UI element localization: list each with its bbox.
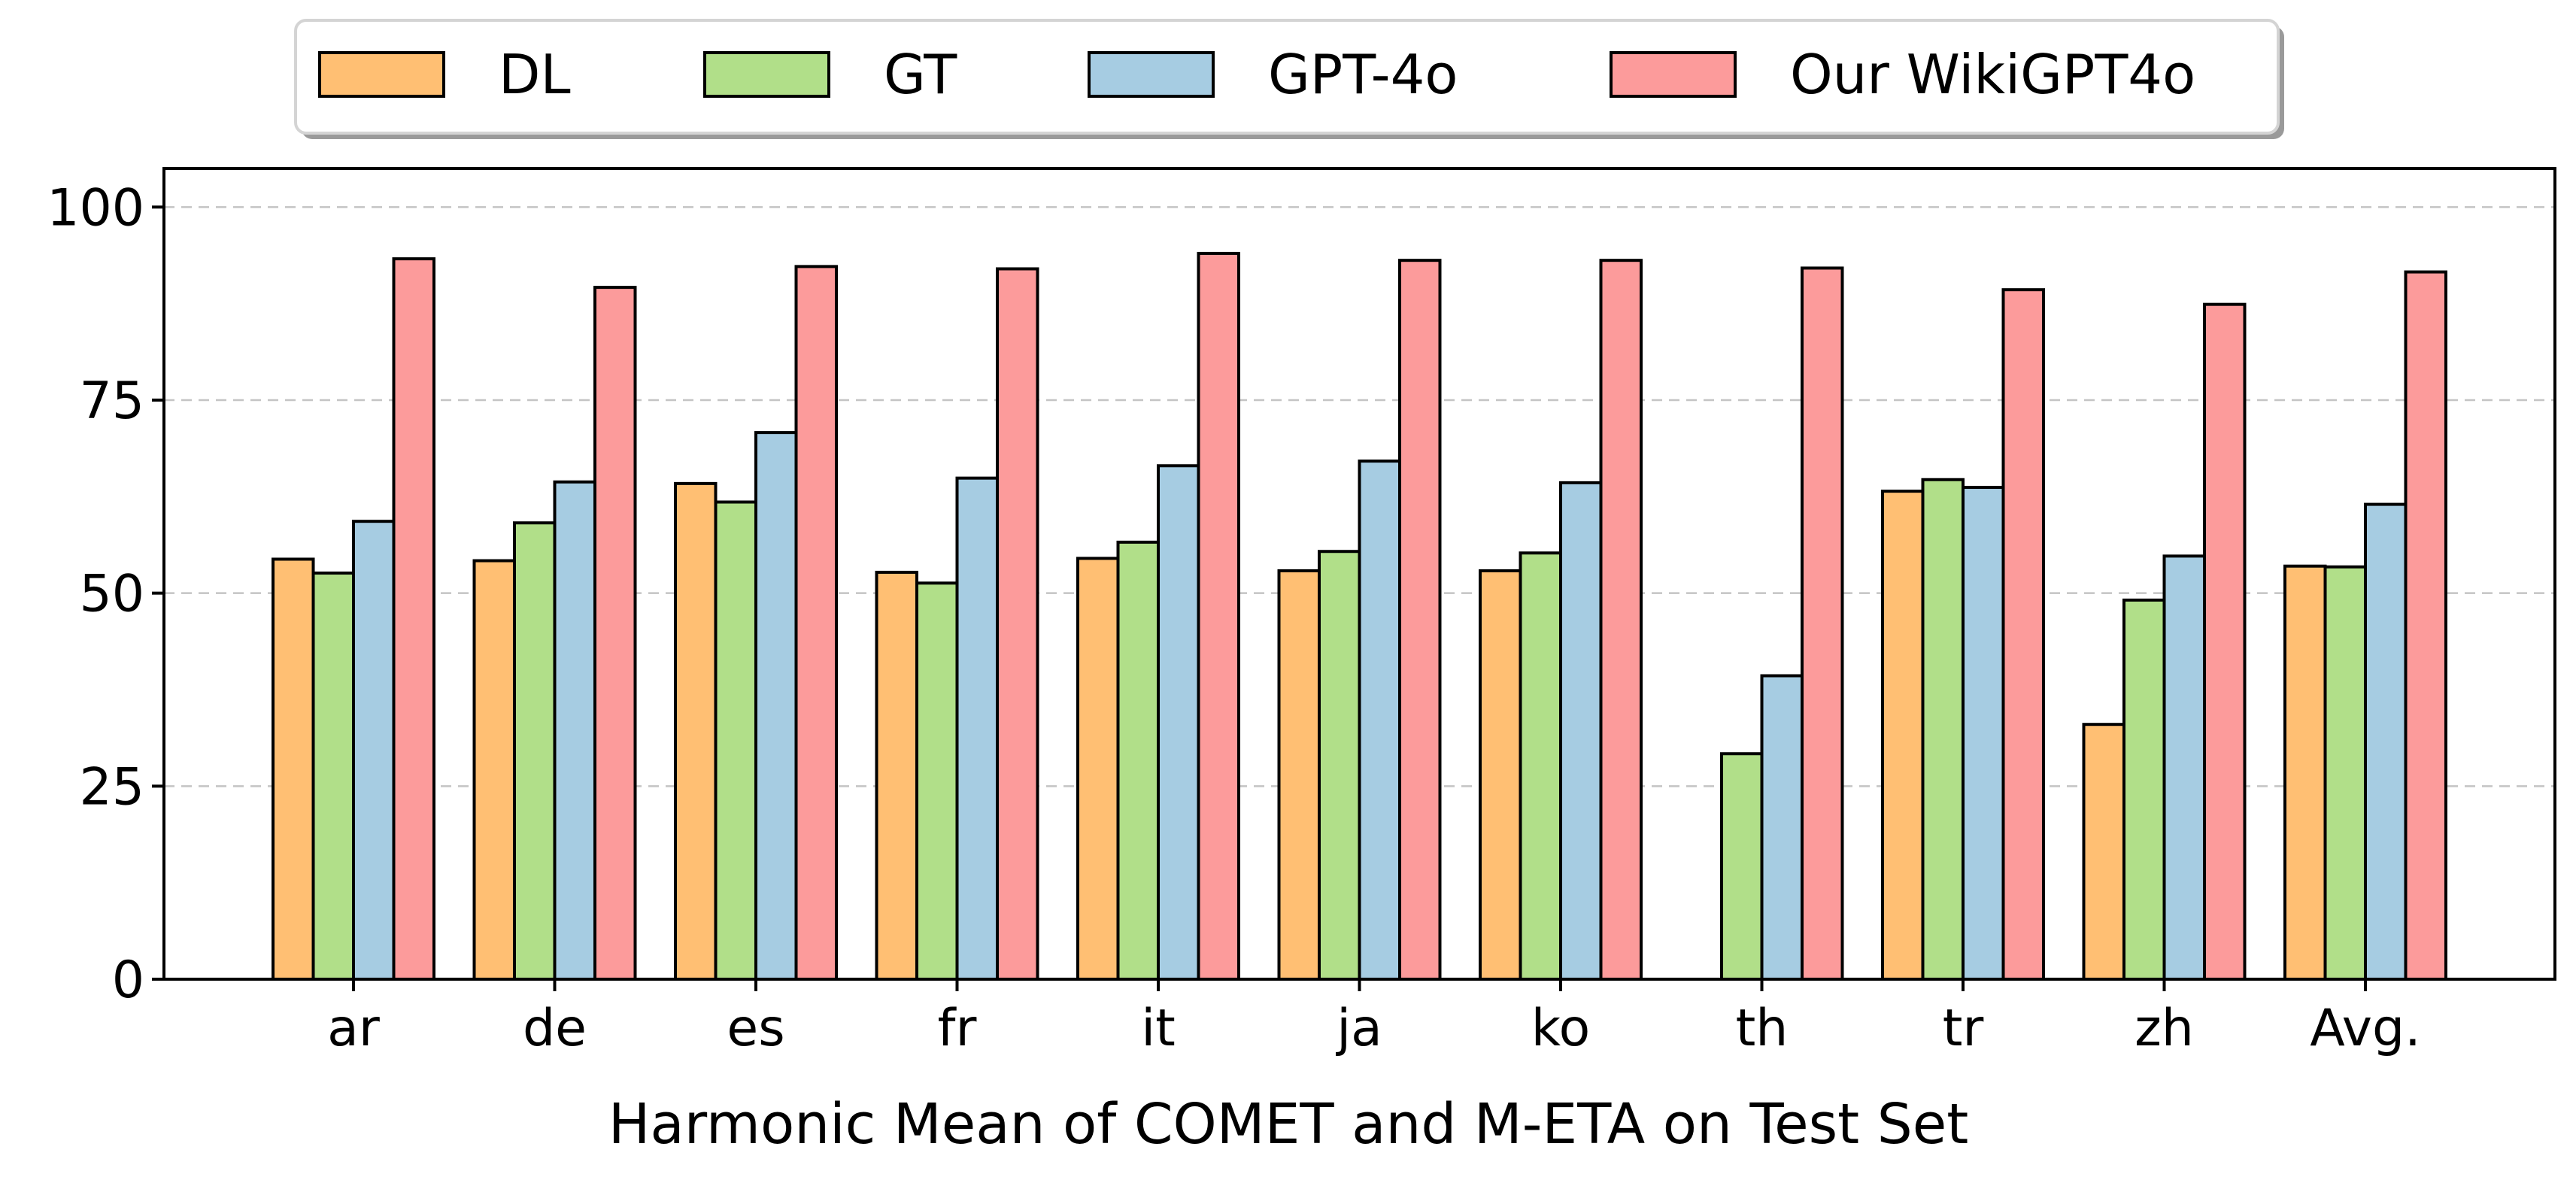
bar-gt-ko — [1519, 551, 1562, 981]
legend-frame — [294, 19, 2280, 135]
bar-gpt-4o-ko — [1559, 481, 1603, 981]
bar-our-wikigpt4o-fr — [996, 267, 1039, 981]
y-tick-label: 50 — [79, 565, 144, 624]
x-tick-label: es — [727, 999, 784, 1058]
x-tick-label: de — [523, 999, 587, 1058]
bar-gt-es — [714, 500, 757, 981]
bar-our-wikigpt4o-it — [1197, 251, 1240, 981]
legend-label: GT — [884, 43, 957, 106]
x-axis: ar de es fr it ja ko th tr zh Avg. — [327, 979, 2421, 1058]
legend-label: Our WikiGPT4o — [1790, 43, 2195, 106]
bar-dl-it — [1076, 557, 1120, 981]
x-tick-label: it — [1141, 999, 1176, 1058]
bar-dl-ja — [1277, 569, 1321, 981]
bar-dl-ar — [272, 557, 315, 981]
x-tick-label: ko — [1531, 999, 1591, 1058]
bar-gpt-4o-es — [754, 431, 798, 981]
legend-swatch — [1088, 51, 1215, 98]
bar-our-wikigpt4o-tr — [2001, 288, 2045, 981]
bar-our-wikigpt4o-ar — [392, 257, 435, 981]
x-tick-label: tr — [1943, 999, 1984, 1058]
bar-our-wikigpt4o-es — [794, 265, 838, 981]
legend-swatch — [703, 51, 830, 98]
y-tick-label: 75 — [79, 372, 144, 431]
legend-item: Our WikiGPT4o — [1610, 43, 2195, 106]
bar-dl-ko — [1479, 569, 1522, 981]
bar-dl-de — [472, 559, 516, 981]
bar-gpt-4o-avg — [2364, 502, 2408, 981]
x-tick-label: th — [1736, 999, 1789, 1058]
bar-gt-ja — [1318, 550, 1361, 981]
bar-dl-avg — [2283, 564, 2327, 981]
bar-gpt-4o-th — [1760, 674, 1804, 981]
bar-our-wikigpt4o-ko — [1599, 259, 1643, 981]
bar-our-wikigpt4o-avg — [2404, 270, 2447, 981]
bar-gt-fr — [915, 581, 959, 981]
bar-our-wikigpt4o-zh — [2203, 302, 2247, 981]
bar-gt-tr — [1921, 478, 1965, 981]
legend: DL GT GPT-4o Our WikiGPT4o — [294, 19, 2284, 139]
bar-gpt-4o-ja — [1358, 460, 1401, 981]
bar-dl-fr — [875, 570, 918, 981]
bar-gt-th — [1720, 752, 1764, 981]
y-tick-label: 100 — [47, 178, 144, 238]
legend-item: GT — [703, 43, 957, 106]
bar-gpt-4o-zh — [2162, 554, 2206, 981]
x-tick-label: ja — [1335, 999, 1382, 1058]
x-tick-label: zh — [2135, 999, 2194, 1058]
legend-swatch — [1610, 51, 1737, 98]
x-tick-label: Avg. — [2310, 999, 2421, 1058]
bar-gpt-4o-ar — [352, 520, 396, 981]
bar-gt-ar — [311, 571, 355, 981]
bar-gt-zh — [2122, 598, 2166, 981]
y-axis: 0 25 50 75 100 — [47, 178, 164, 1010]
bars — [272, 251, 2447, 981]
bar-gt-de — [513, 521, 557, 981]
legend-label: DL — [499, 43, 571, 106]
bar-dl-es — [674, 481, 718, 981]
legend-swatch — [318, 51, 445, 98]
bar-our-wikigpt4o-ja — [1398, 259, 1442, 981]
bar-dl-zh — [2082, 723, 2125, 981]
x-axis-label: Harmonic Mean of COMET and M-ETA on Test… — [608, 1092, 1968, 1157]
bar-our-wikigpt4o-th — [1801, 266, 1844, 981]
y-tick-label: 0 — [112, 951, 144, 1010]
bar-gt-avg — [2323, 565, 2367, 981]
bar-gt-it — [1116, 540, 1160, 981]
legend-label: GPT-4o — [1268, 43, 1458, 106]
bar-gpt-4o-it — [1157, 464, 1200, 981]
legend-item: DL — [318, 43, 571, 106]
bar-gpt-4o-tr — [1962, 486, 2005, 981]
bar-our-wikigpt4o-de — [593, 286, 637, 981]
bar-gpt-4o-de — [553, 480, 596, 981]
x-tick-label: ar — [327, 999, 380, 1058]
bar-dl-tr — [1881, 490, 1925, 981]
x-tick-label: fr — [938, 999, 977, 1058]
bar-gpt-4o-fr — [955, 476, 999, 981]
legend-item: GPT-4o — [1088, 43, 1458, 106]
y-tick-label: 25 — [79, 757, 144, 817]
